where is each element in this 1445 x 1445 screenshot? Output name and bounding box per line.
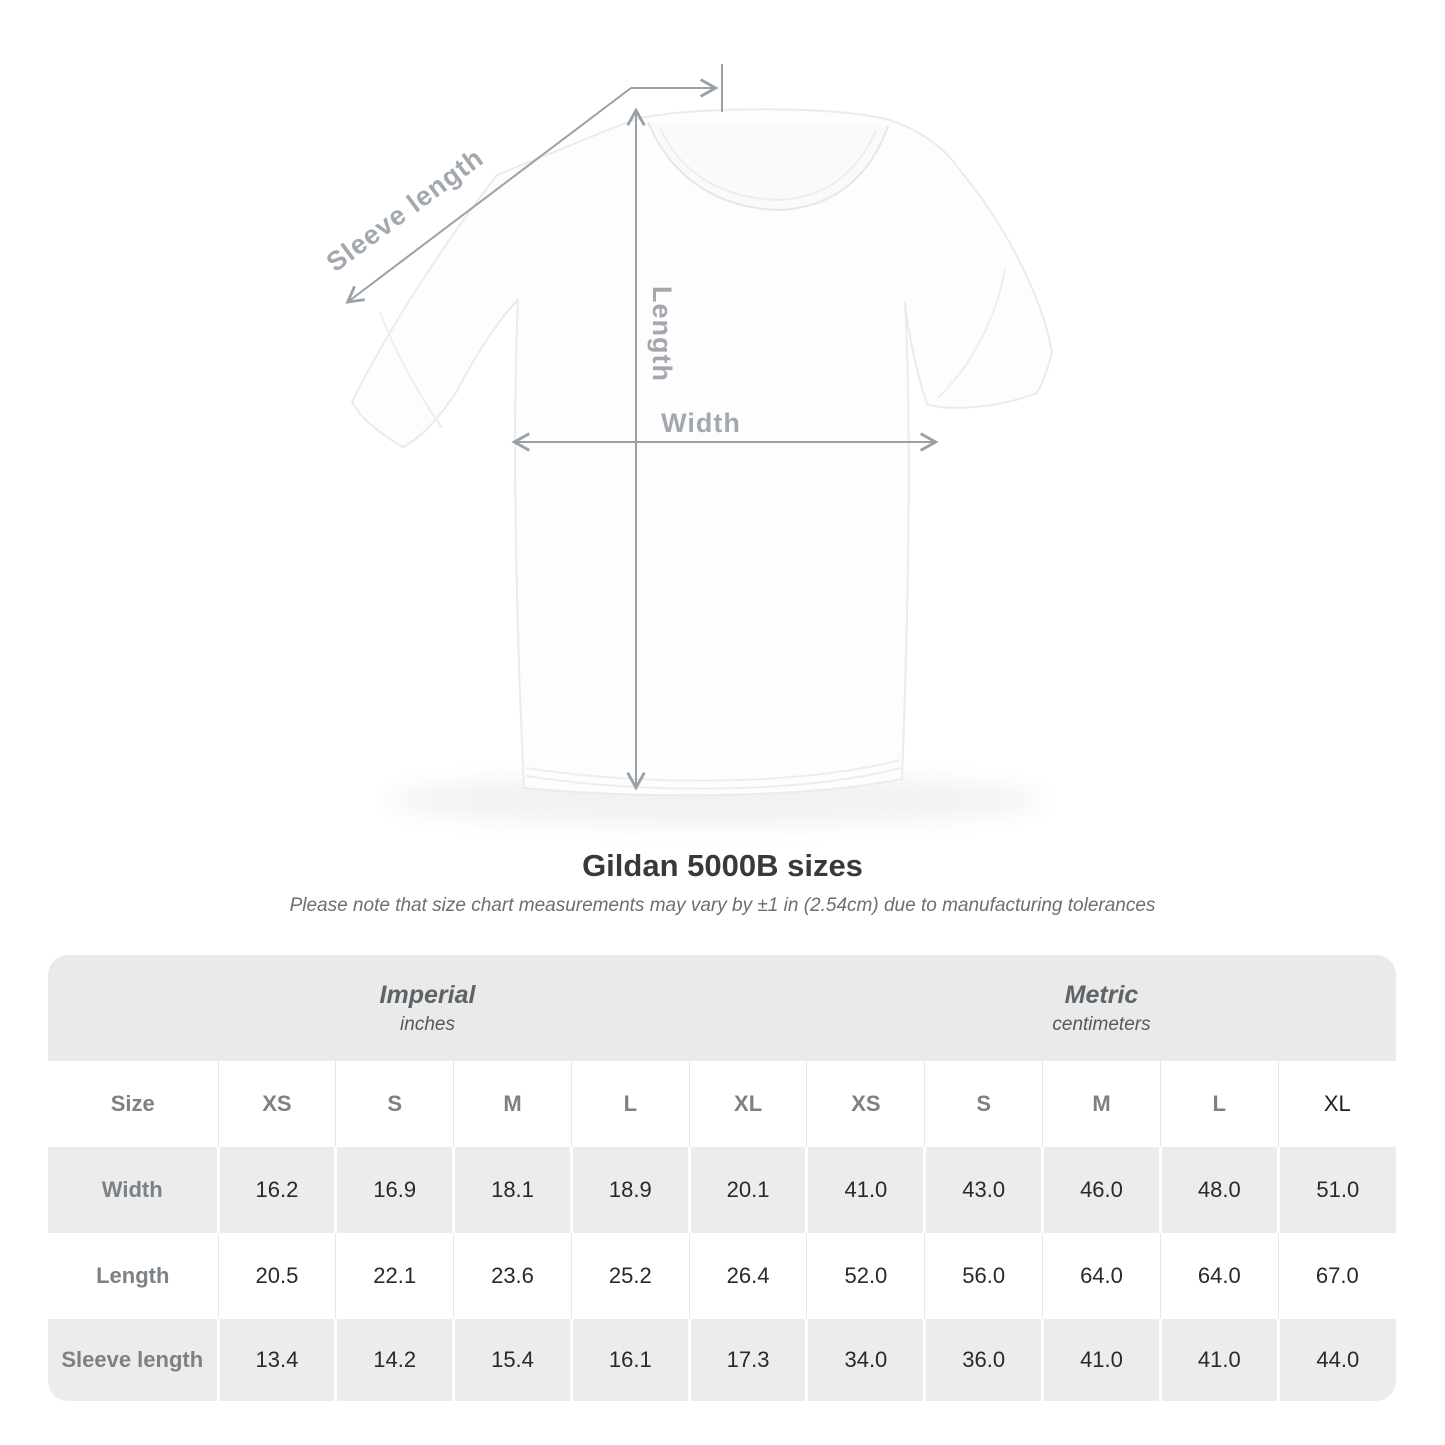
- value-cell-metric-m: 46.0: [1041, 1147, 1161, 1233]
- value-cell-imperial-m: 18.1: [452, 1147, 572, 1233]
- size-header-row: Size XS S M L XL XS S M L XL: [48, 1061, 1396, 1147]
- value-cell-imperial-xl: 26.4: [688, 1233, 807, 1319]
- value-cell-imperial-m: 23.6: [453, 1233, 572, 1319]
- length-label: Length: [647, 286, 677, 382]
- tolerance-note: Please note that size chart measurements…: [289, 895, 1156, 916]
- value-cell-metric-xl: 51.0: [1276, 1147, 1396, 1233]
- width-label: Width: [661, 408, 741, 438]
- value-cell-metric-l: 48.0: [1158, 1147, 1279, 1233]
- value-cell-metric-xl: 67.0: [1277, 1233, 1396, 1319]
- value-cell-imperial-xs: 13.4: [216, 1319, 336, 1401]
- imperial-unit: inches: [400, 1013, 455, 1035]
- unit-group-metric: Metric centimeters: [806, 955, 1396, 1061]
- size-table: Imperial inches Metric centimeters Size …: [48, 955, 1396, 1401]
- value-cell-imperial-xs: 16.2: [216, 1147, 336, 1233]
- size-header-metric-xs: XS: [806, 1061, 925, 1147]
- value-cell-imperial-l: 16.1: [569, 1319, 690, 1401]
- value-cell-imperial-xl: 17.3: [687, 1319, 807, 1401]
- size-header-imperial-m: M: [453, 1061, 572, 1147]
- value-cell-metric-m: 64.0: [1042, 1233, 1161, 1319]
- imperial-label: Imperial: [379, 980, 476, 1009]
- tshirt-diagram: Sleeve length Length Width: [321, 64, 1053, 826]
- tshirt-illustration: [345, 64, 1053, 826]
- size-header-imperial-xl: XL: [688, 1061, 807, 1147]
- value-cell-imperial-l: 25.2: [570, 1233, 690, 1319]
- value-cell-metric-s: 56.0: [924, 1233, 1043, 1319]
- value-cell-imperial-s: 22.1: [335, 1233, 454, 1319]
- size-col-header: Size: [48, 1061, 218, 1147]
- sleeve-length-arrow: [345, 87, 632, 304]
- size-header-metric-l: L: [1159, 1061, 1279, 1147]
- unit-group-imperial: Imperial inches: [48, 955, 807, 1061]
- size-header-metric-xl: XL: [1277, 1061, 1396, 1147]
- value-cell-imperial-s: 14.2: [334, 1319, 454, 1401]
- size-header-metric-s: S: [924, 1061, 1043, 1147]
- size-header-imperial-s: S: [335, 1061, 454, 1147]
- value-cell-imperial-xl: 20.1: [687, 1147, 807, 1233]
- row-label: Sleeve length: [48, 1319, 218, 1401]
- value-cell-metric-s: 43.0: [923, 1147, 1043, 1233]
- unit-band-row: Imperial inches Metric centimeters: [48, 955, 1396, 1061]
- value-cell-metric-l: 64.0: [1159, 1233, 1279, 1319]
- value-cell-imperial-xs: 20.5: [217, 1233, 336, 1319]
- value-cell-imperial-m: 15.4: [452, 1319, 572, 1401]
- row-label: Length: [48, 1233, 218, 1319]
- size-header-metric-m: M: [1042, 1061, 1161, 1147]
- table-row: Length 20.5 22.1 23.6 25.2 26.4 52.0 56.0 64.0 64…: [48, 1233, 1396, 1319]
- value-cell-metric-xs: 52.0: [806, 1233, 925, 1319]
- value-cell-metric-xs: 34.0: [805, 1319, 925, 1401]
- tshirt-shape: [351, 108, 1053, 797]
- value-cell-imperial-s: 16.9: [334, 1147, 454, 1233]
- size-header-imperial-l: L: [570, 1061, 690, 1147]
- table-row: Width 16.2 16.9 18.1 18.9 20.1 41.0 43.0 46.0 48.…: [48, 1147, 1396, 1233]
- metric-label: Metric: [1064, 980, 1139, 1009]
- value-cell-metric-l: 41.0: [1158, 1319, 1279, 1401]
- size-header-imperial-xs: XS: [217, 1061, 336, 1147]
- value-cell-imperial-l: 18.9: [569, 1147, 690, 1233]
- page-title: Gildan 5000B sizes: [582, 848, 863, 883]
- table-row: Sleeve length 13.4 14.2 15.4 16.1 17.3 34.0 36.…: [48, 1319, 1396, 1401]
- value-cell-metric-m: 41.0: [1041, 1319, 1161, 1401]
- value-cell-metric-xl: 44.0: [1276, 1319, 1396, 1401]
- metric-unit: centimeters: [1052, 1013, 1151, 1035]
- size-table-grid: Imperial inches Metric centimeters Size …: [48, 955, 1396, 1401]
- value-cell-metric-xs: 41.0: [805, 1147, 925, 1233]
- value-cell-metric-s: 36.0: [923, 1319, 1043, 1401]
- row-label: Width: [48, 1147, 218, 1233]
